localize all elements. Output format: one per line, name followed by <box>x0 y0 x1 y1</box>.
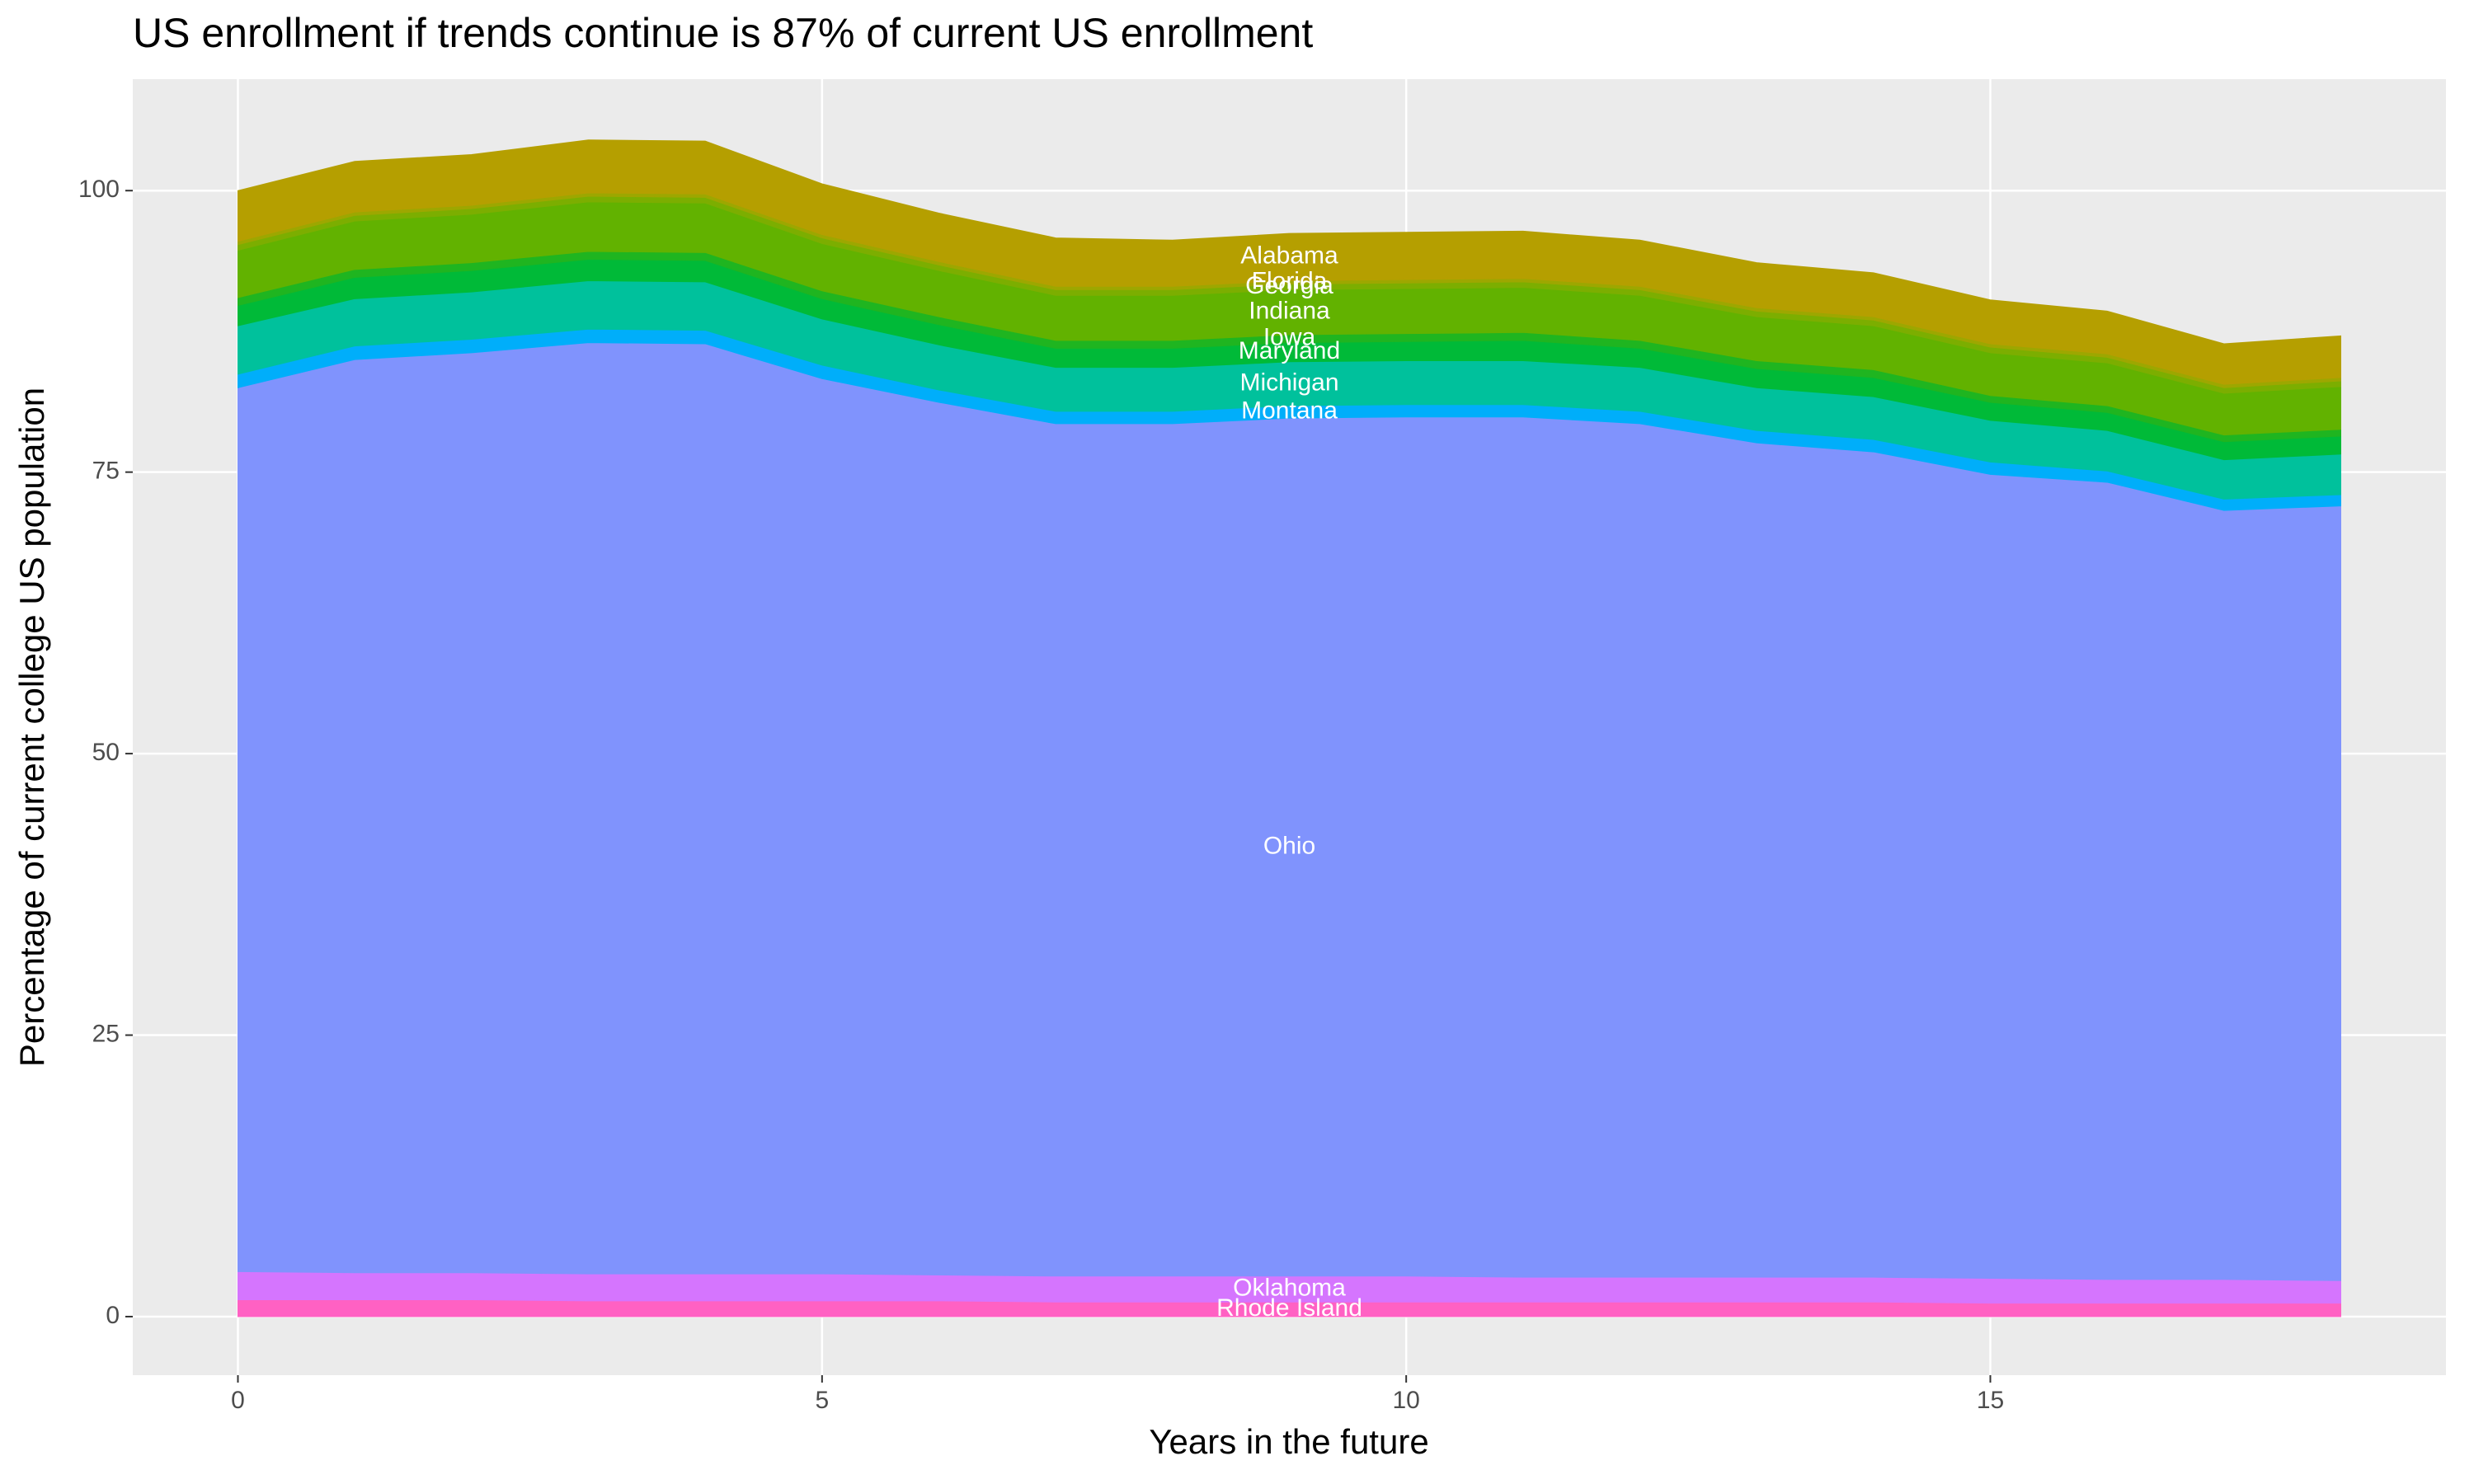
x-tick-label: 5 <box>815 1387 829 1414</box>
y-axis-label: Percentage of current college US populat… <box>12 387 51 1067</box>
area-label: Oklahoma <box>1233 1274 1346 1301</box>
area-label: Maryland <box>1239 337 1340 364</box>
area <box>238 342 2341 1281</box>
x-axis-label: Years in the future <box>1149 1422 1428 1461</box>
x-tick-label: 15 <box>1977 1387 2004 1414</box>
y-tick-label: 25 <box>92 1020 120 1047</box>
x-tick-label: 0 <box>231 1387 245 1414</box>
area-label: Michigan <box>1239 369 1338 396</box>
y-tick-label: 100 <box>78 176 120 203</box>
area-label: Indiana <box>1249 298 1330 325</box>
area-label: Georgia <box>1245 272 1333 299</box>
y-tick-label: 50 <box>92 739 120 766</box>
area-label: Rhode Island <box>1216 1294 1362 1322</box>
area-label: Ohio <box>1263 832 1315 859</box>
area-label: Florida <box>1252 267 1328 294</box>
area <box>238 139 2341 385</box>
area-label: Iowa <box>1263 324 1316 351</box>
chart-title: US enrollment if trends continue is 87% … <box>133 10 1313 56</box>
y-tick-label: 0 <box>106 1302 120 1329</box>
y-tick-label: 75 <box>92 458 120 485</box>
area-label: Montana <box>1241 397 1338 425</box>
area-label: Alabama <box>1240 242 1338 270</box>
x-tick-label: 10 <box>1392 1387 1419 1414</box>
